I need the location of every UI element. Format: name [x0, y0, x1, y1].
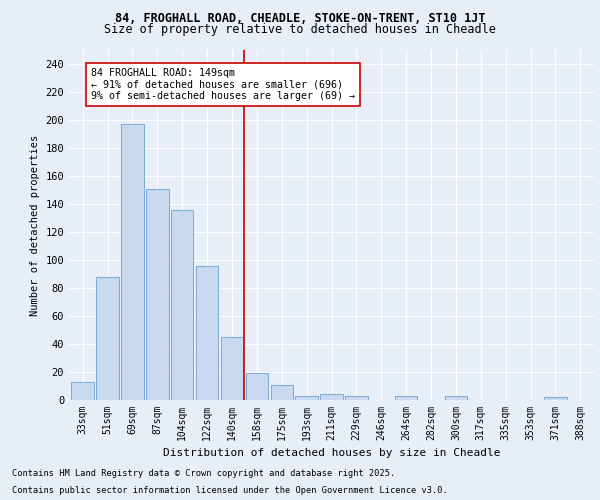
Bar — [71, 382, 94, 400]
Bar — [97, 277, 119, 400]
Bar — [320, 394, 343, 400]
Text: 84 FROGHALL ROAD: 149sqm
← 91% of detached houses are smaller (696)
9% of semi-d: 84 FROGHALL ROAD: 149sqm ← 91% of detach… — [91, 68, 355, 102]
Text: 84, FROGHALL ROAD, CHEADLE, STOKE-ON-TRENT, ST10 1JT: 84, FROGHALL ROAD, CHEADLE, STOKE-ON-TRE… — [115, 12, 485, 26]
Y-axis label: Number of detached properties: Number of detached properties — [30, 134, 40, 316]
X-axis label: Distribution of detached houses by size in Cheadle: Distribution of detached houses by size … — [163, 448, 500, 458]
Text: Contains HM Land Registry data © Crown copyright and database right 2025.: Contains HM Land Registry data © Crown c… — [12, 468, 395, 477]
Text: Size of property relative to detached houses in Cheadle: Size of property relative to detached ho… — [104, 22, 496, 36]
Bar — [146, 188, 169, 400]
Bar — [171, 210, 193, 400]
Bar — [196, 266, 218, 400]
Bar — [295, 396, 318, 400]
Bar — [245, 374, 268, 400]
Bar — [345, 396, 368, 400]
Bar — [221, 337, 243, 400]
Bar — [121, 124, 143, 400]
Text: Contains public sector information licensed under the Open Government Licence v3: Contains public sector information licen… — [12, 486, 448, 495]
Bar — [544, 397, 566, 400]
Bar — [271, 384, 293, 400]
Bar — [445, 396, 467, 400]
Bar — [395, 396, 418, 400]
